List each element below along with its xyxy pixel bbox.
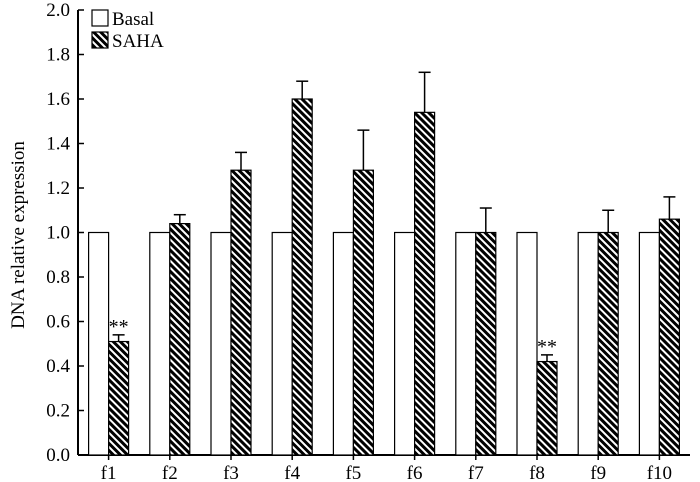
bar-saha-f5 xyxy=(352,169,374,456)
bar-basal-f4 xyxy=(271,231,293,456)
bar-basal-f2 xyxy=(149,231,171,456)
legend-label-basal: Basal xyxy=(112,9,154,30)
bar-basal-f1 xyxy=(87,231,110,456)
legend-swatch-basal xyxy=(91,9,109,27)
y-tick-label: 0.2 xyxy=(46,401,70,422)
y-tick-label: 0.8 xyxy=(46,267,70,288)
y-tick-label: 0.0 xyxy=(46,445,70,466)
x-axis-tick-labels: f1 f2 f3 f4 f5 f6 f7 f8 f9 f10 xyxy=(101,455,672,482)
y-axis-title: DNA relative expression xyxy=(8,141,29,329)
bar-basal-f9 xyxy=(577,231,599,456)
x-tick-label: f2 xyxy=(162,463,178,482)
bar-basal-f6 xyxy=(394,231,416,456)
x-tick-label: f9 xyxy=(590,463,606,482)
bar-saha-f3 xyxy=(230,169,252,456)
x-tick-label: f10 xyxy=(647,463,672,482)
x-tick-label: f6 xyxy=(407,463,423,482)
significance-label: ** xyxy=(537,336,557,358)
bar-saha-f9 xyxy=(597,231,619,456)
bar-saha-f6 xyxy=(414,111,436,456)
bar-saha-f4 xyxy=(291,98,313,456)
bar-basal-f7 xyxy=(455,231,477,456)
x-tick-label: f4 xyxy=(284,463,300,482)
bar-saha-f10 xyxy=(658,218,681,456)
bar-saha-f2 xyxy=(169,223,191,456)
bar-saha-f1 xyxy=(107,340,130,456)
y-tick-label: 1.2 xyxy=(46,178,70,199)
y-tick-label: 1.0 xyxy=(46,223,70,244)
bar-basal-f8 xyxy=(516,231,538,456)
y-tick-label: 0.4 xyxy=(46,356,70,377)
bar-basal-f10 xyxy=(638,231,661,456)
y-tick-label: 1.6 xyxy=(46,89,70,110)
y-tick-label: 1.8 xyxy=(46,45,70,66)
x-tick-label: f1 xyxy=(101,463,117,482)
bar-basal-f3 xyxy=(210,231,232,456)
y-axis-ticks: 0.0 0.2 0.4 0.6 0.8 1.0 1.2 1.4 1.6 1.8 2.0 xyxy=(46,0,84,466)
x-tick-label: f8 xyxy=(529,463,545,482)
bars xyxy=(87,71,681,456)
bar-basal-f5 xyxy=(332,231,354,456)
y-tick-label: 0.6 xyxy=(46,312,70,333)
significance-annotations: ** ** xyxy=(109,316,557,358)
x-tick-label: f3 xyxy=(223,463,239,482)
bar-saha-f7 xyxy=(475,231,497,456)
y-tick-label: 1.4 xyxy=(46,134,70,155)
bar-saha-f8 xyxy=(536,360,558,456)
significance-label: ** xyxy=(109,316,129,338)
legend-swatch-saha xyxy=(91,31,109,49)
x-tick-label: f5 xyxy=(345,463,361,482)
legend-label-saha: SAHA xyxy=(112,31,164,52)
y-tick-label: 2.0 xyxy=(46,0,70,21)
x-tick-label: f7 xyxy=(468,463,484,482)
